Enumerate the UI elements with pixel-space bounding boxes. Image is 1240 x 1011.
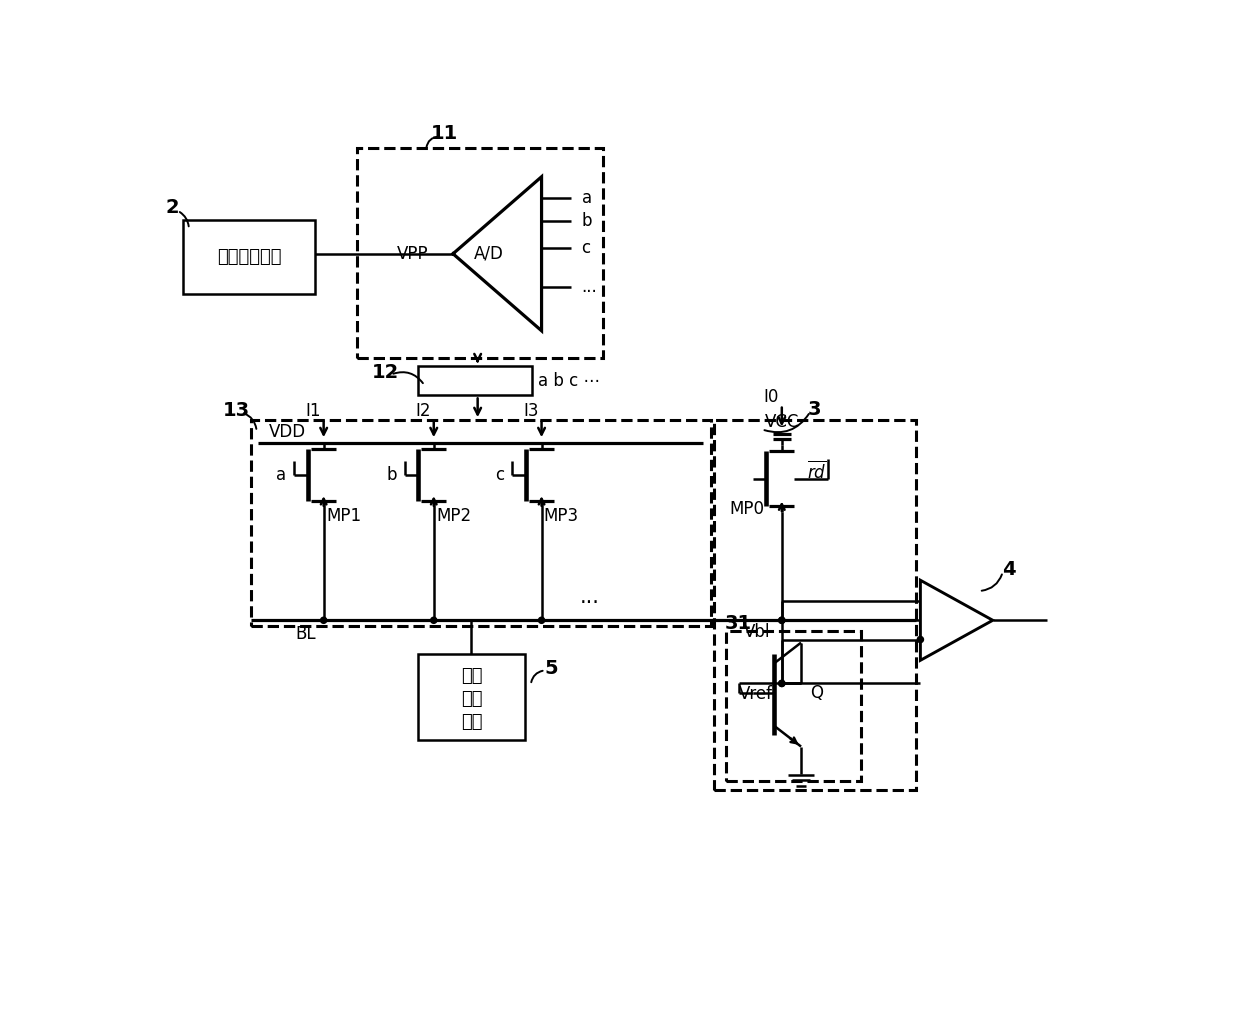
Text: c: c xyxy=(495,466,503,483)
Circle shape xyxy=(430,617,436,624)
Text: 4: 4 xyxy=(1002,560,1016,579)
Text: BL: BL xyxy=(295,625,316,643)
Text: 31: 31 xyxy=(725,614,751,633)
Bar xyxy=(714,421,916,790)
Text: $\overline{rd}$: $\overline{rd}$ xyxy=(807,460,826,482)
Circle shape xyxy=(779,680,785,686)
Circle shape xyxy=(779,680,785,686)
Text: MP1: MP1 xyxy=(326,508,361,526)
Bar xyxy=(357,149,603,358)
Text: 单元: 单元 xyxy=(461,713,482,731)
Text: 目标: 目标 xyxy=(461,666,482,684)
Text: 13: 13 xyxy=(223,400,250,420)
Circle shape xyxy=(321,617,326,624)
Bar xyxy=(418,366,532,395)
Bar xyxy=(250,421,711,627)
Circle shape xyxy=(918,637,924,643)
Text: 12: 12 xyxy=(372,363,399,382)
Circle shape xyxy=(538,617,544,624)
Text: MP3: MP3 xyxy=(544,508,579,526)
Text: VPP: VPP xyxy=(397,245,428,263)
Text: I3: I3 xyxy=(523,401,538,420)
Text: 高压产生电路: 高压产生电路 xyxy=(217,248,281,266)
Text: I2: I2 xyxy=(415,401,430,420)
Text: 存储: 存储 xyxy=(461,690,482,708)
Text: Q: Q xyxy=(810,683,823,702)
Text: 5: 5 xyxy=(544,658,558,677)
Text: b: b xyxy=(582,212,591,231)
Text: VDD: VDD xyxy=(269,423,306,441)
Text: MP2: MP2 xyxy=(436,508,471,526)
Bar xyxy=(418,654,525,740)
Circle shape xyxy=(779,617,785,624)
Text: ...: ... xyxy=(579,587,599,608)
Text: A/D: A/D xyxy=(474,245,505,263)
Text: Vref: Vref xyxy=(739,685,773,704)
Text: VCC: VCC xyxy=(765,412,799,431)
Text: ...: ... xyxy=(582,278,598,296)
Circle shape xyxy=(779,617,785,624)
Text: a b c ⋯: a b c ⋯ xyxy=(538,372,600,390)
Text: c: c xyxy=(582,240,590,258)
Text: 2: 2 xyxy=(165,198,179,217)
Text: MP0: MP0 xyxy=(729,499,765,518)
Text: a: a xyxy=(582,189,591,207)
Text: b: b xyxy=(386,466,397,483)
Text: a: a xyxy=(277,466,286,483)
Text: Vbl: Vbl xyxy=(744,623,770,641)
Text: I1: I1 xyxy=(305,401,321,420)
Text: 11: 11 xyxy=(432,124,458,144)
Bar xyxy=(727,631,861,782)
Text: I0: I0 xyxy=(764,388,779,406)
Text: 3: 3 xyxy=(807,399,821,419)
Bar xyxy=(182,219,315,294)
